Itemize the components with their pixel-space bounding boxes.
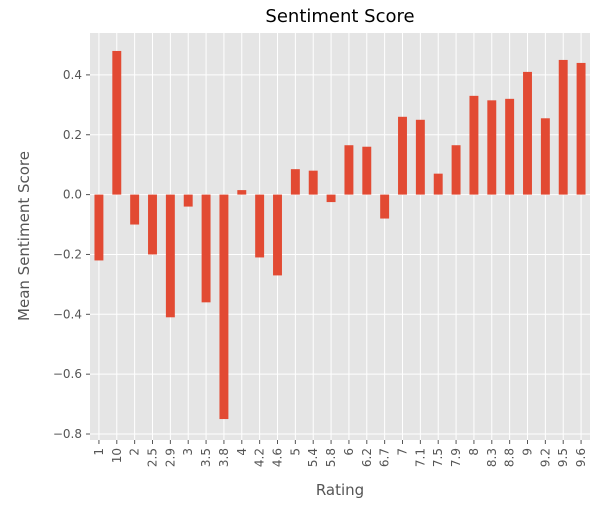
x-tick-label: 4.2 — [253, 448, 267, 467]
bar — [362, 146, 372, 195]
chart-title: Sentiment Score — [265, 6, 414, 27]
bar — [273, 194, 282, 276]
bar — [219, 194, 229, 420]
y-tick-labels: −0.8 −0.6 −0.4 −0.2 0.0 0.2 0.4 — [53, 68, 90, 441]
bar — [148, 194, 157, 255]
y-tick-label: −0.8 — [53, 427, 82, 441]
y-tick-label: −0.4 — [53, 307, 82, 321]
bar — [308, 170, 318, 195]
bar — [94, 194, 104, 261]
x-tick-label: 4 — [235, 448, 249, 456]
x-tick-label: 1 — [92, 448, 106, 456]
plot-background — [90, 33, 590, 440]
bar — [183, 194, 193, 207]
y-axis-label: Mean Sentiment Score — [15, 151, 33, 321]
x-tick-label: 5 — [288, 448, 302, 456]
bar — [165, 194, 175, 318]
x-tick-label: 7.9 — [449, 448, 463, 467]
bar — [433, 173, 443, 195]
bar — [558, 59, 568, 195]
x-tick-label: 8 — [467, 448, 481, 456]
x-tick-label: 6.2 — [360, 448, 374, 467]
bar — [505, 98, 515, 195]
y-tick-label: 0.4 — [63, 68, 82, 82]
x-tick-label: 3.8 — [217, 448, 231, 467]
y-tick-label: 0.2 — [63, 128, 82, 142]
bar — [523, 71, 532, 195]
x-tick-label: 9 — [521, 448, 535, 456]
x-tick-labels: 1 10 2 2.5 2.9 3 3.5 3.8 4 4.2 4.6 5 5.4 5.8 6 6.2 6.7 7 7… — [92, 440, 588, 467]
y-tick-label: −0.2 — [53, 247, 82, 261]
x-tick-label: 10 — [110, 448, 124, 463]
x-tick-label: 9.6 — [574, 448, 588, 467]
bar — [112, 50, 122, 195]
x-tick-label: 8.8 — [503, 448, 517, 467]
x-tick-label: 9.5 — [556, 448, 570, 467]
x-tick-label: 2 — [128, 448, 142, 456]
x-tick-label: 3 — [181, 448, 195, 456]
bar — [415, 119, 425, 195]
bar — [451, 145, 461, 195]
bar — [326, 194, 336, 203]
y-tick-label: 0.0 — [63, 188, 82, 202]
x-axis-label: Rating — [316, 481, 364, 499]
bar — [576, 62, 586, 195]
bar — [237, 190, 247, 195]
bar — [487, 100, 497, 195]
x-tick-label: 2.5 — [146, 448, 160, 467]
x-tick-label: 7 — [396, 448, 410, 456]
x-tick-label: 4.6 — [271, 448, 285, 467]
y-tick-label: −0.6 — [53, 367, 82, 381]
bar — [255, 194, 265, 258]
x-tick-label: 6.7 — [378, 448, 392, 467]
bar — [344, 145, 354, 195]
bar — [201, 194, 211, 303]
bar — [540, 118, 550, 195]
bar — [290, 169, 300, 195]
x-tick-label: 2.9 — [163, 448, 177, 467]
x-tick-label: 7.5 — [431, 448, 445, 467]
x-tick-label: 7.1 — [413, 448, 427, 467]
x-tick-label: 9.2 — [538, 448, 552, 467]
bar — [398, 116, 407, 195]
bar — [380, 194, 390, 219]
x-tick-label: 6 — [342, 448, 356, 456]
bars — [94, 50, 586, 420]
x-tick-label: 8.3 — [485, 448, 499, 467]
bar — [469, 95, 479, 195]
bar — [130, 194, 140, 225]
x-tick-label: 5.4 — [306, 448, 320, 467]
x-tick-label: 3.5 — [199, 448, 213, 467]
x-tick-label: 5.8 — [324, 448, 338, 467]
